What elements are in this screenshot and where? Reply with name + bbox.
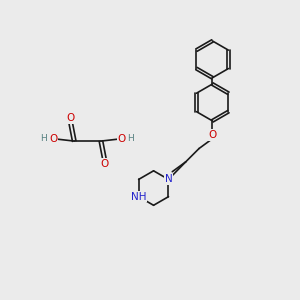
Text: H: H bbox=[127, 134, 134, 142]
Text: O: O bbox=[208, 130, 217, 140]
Text: H: H bbox=[40, 134, 47, 142]
Text: NH: NH bbox=[131, 192, 146, 202]
Text: O: O bbox=[67, 113, 75, 123]
Text: O: O bbox=[49, 134, 58, 144]
Text: O: O bbox=[118, 134, 126, 144]
Text: O: O bbox=[100, 159, 109, 169]
Text: N: N bbox=[165, 174, 172, 184]
